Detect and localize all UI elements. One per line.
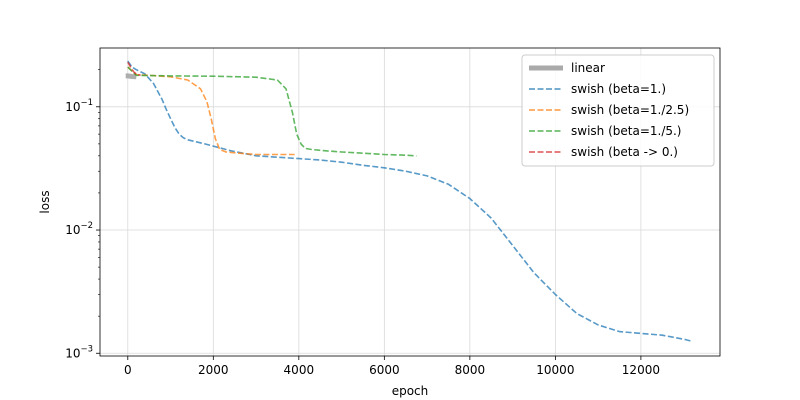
legend-label: swish (beta=1.) [571, 82, 666, 96]
y-axis-label: loss [38, 190, 52, 213]
legend: linear swish (beta=1.) swish (beta=1./2.5)… [521, 54, 715, 167]
legend-label: swish (beta -> 0.) [571, 145, 678, 159]
x-tick-label: 4000 [284, 363, 315, 377]
x-tick-label: 8000 [455, 363, 486, 377]
series-line-4 [127, 61, 141, 77]
legend-label: swish (beta=1./2.5) [571, 103, 689, 117]
x-tick-label: 0 [124, 363, 132, 377]
axis-ticks: 0 2000 4000 6000 8000 10000 12000 10−3 10−2 10−1 [65, 69, 660, 377]
x-tick-label: 10000 [536, 363, 574, 377]
plot-frame [99, 47, 721, 357]
x-axis-label: epoch [392, 384, 429, 398]
legend-label: linear [571, 61, 605, 75]
series-line-1 [127, 60, 693, 343]
x-tick-label: 12000 [622, 363, 660, 377]
y-tick-label: 10−3 [65, 344, 93, 360]
series-line-2 [127, 66, 295, 156]
series-line-3 [127, 66, 417, 157]
x-tick-label: 2000 [198, 363, 229, 377]
series-line-0 [125, 73, 137, 80]
x-tick-label: 6000 [369, 363, 400, 377]
legend-label: swish (beta=1./5.) [571, 124, 682, 138]
legend-box [521, 54, 715, 167]
y-tick-label: 10−1 [65, 98, 93, 114]
series-layer [125, 60, 693, 343]
y-tick-label: 10−2 [65, 221, 93, 237]
